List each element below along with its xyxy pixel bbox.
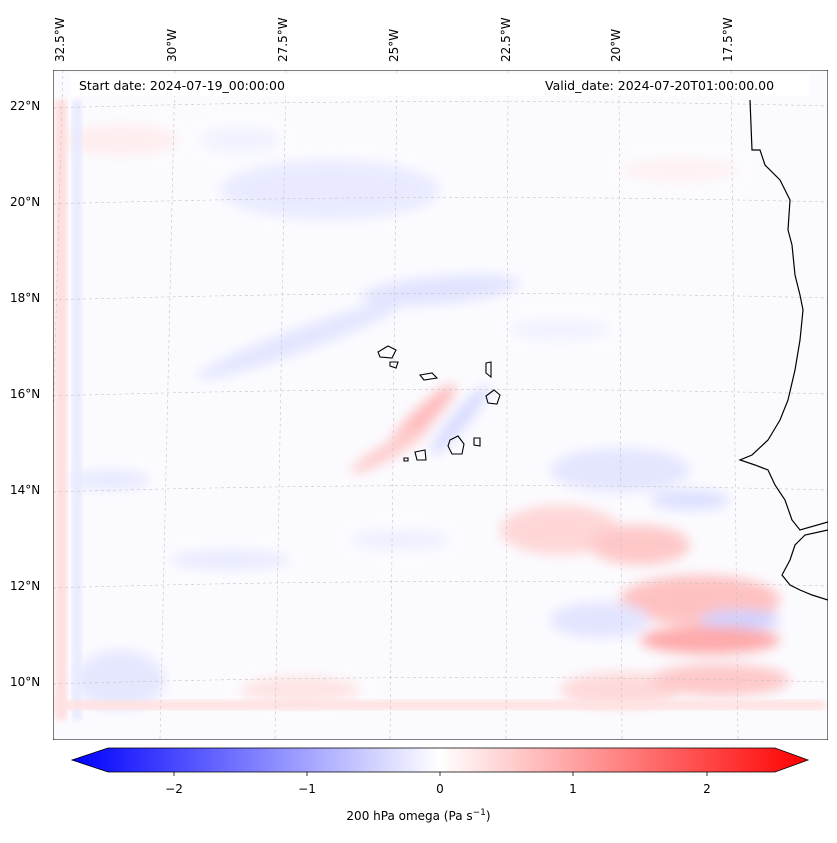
- colorbar-label: 200 hPa omega (Pa s−1): [0, 808, 837, 823]
- lat-tick: 12°N: [10, 579, 41, 593]
- start-date-label: Start date: 2024-07-19_00:00:00: [79, 78, 285, 93]
- lat-tick: 14°N: [10, 483, 41, 497]
- coastline: [738, 99, 828, 601]
- lon-tick: 27.5°W: [276, 17, 290, 62]
- lat-tick: 10°N: [10, 675, 41, 689]
- colorbar-label-text: 200 hPa omega (Pa s: [346, 809, 473, 823]
- colorbar-tick: 0: [436, 782, 444, 796]
- lon-tick: 25°W: [387, 28, 401, 62]
- colorbar-label-end: ): [485, 809, 491, 823]
- colorbar: [70, 747, 810, 776]
- map-panel: [53, 70, 828, 740]
- lon-tick: 32.5°W: [53, 17, 67, 62]
- lon-tick: 30°W: [165, 28, 179, 62]
- lon-tick: 17.5°W: [721, 17, 735, 62]
- lat-tick: 16°N: [10, 387, 41, 401]
- colorbar-tick: 2: [703, 782, 711, 796]
- colorbar-tick: 1: [569, 782, 577, 796]
- colorbar-tick: −2: [165, 782, 183, 796]
- cape-verde-islands: [377, 345, 501, 462]
- lon-tick: 22.5°W: [499, 17, 513, 62]
- lat-tick: 18°N: [10, 291, 41, 305]
- colorbar-label-sup: −1: [472, 808, 486, 818]
- lat-tick: 22°N: [10, 99, 41, 113]
- lat-tick: 20°N: [10, 195, 41, 209]
- valid-date-label: Valid_date: 2024-07-20T01:00:00.00: [545, 78, 775, 93]
- header-box: [70, 74, 810, 96]
- lon-tick: 20°W: [609, 28, 623, 62]
- colorbar-tick: −1: [298, 782, 316, 796]
